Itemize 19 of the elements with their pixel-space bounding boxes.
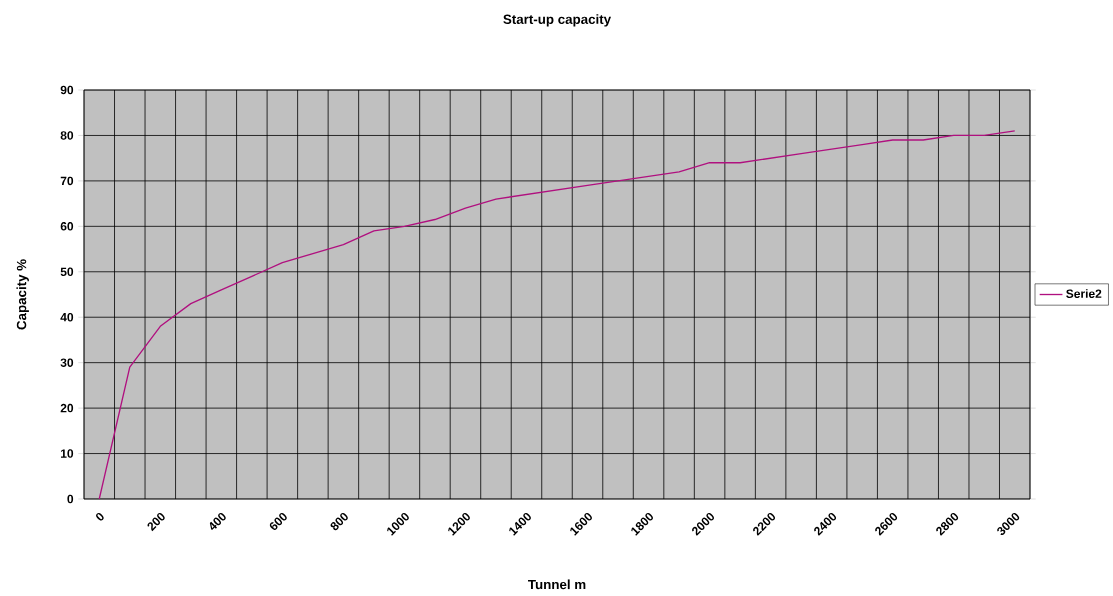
y-tick-label: 70 (60, 176, 74, 186)
x-axis-title: Tunnel m (528, 579, 586, 590)
y-tick-label: 20 (60, 403, 74, 413)
x-tick-label: 200 (147, 512, 165, 532)
y-tick-label: 50 (60, 267, 74, 277)
legend-label: Serie2 (1066, 289, 1102, 298)
y-axis-title: Capacity % (16, 259, 29, 330)
y-tick-label: 30 (60, 358, 74, 367)
y-tick-label: 90 (60, 85, 74, 95)
y-tick-label: 60 (60, 222, 74, 231)
y-tick-label: 80 (60, 131, 74, 140)
y-tick-label: 10 (61, 449, 74, 458)
y-tick-label: 0 (67, 494, 74, 504)
x-tick-label: 0 (96, 512, 104, 521)
y-tick-label: 40 (60, 312, 74, 322)
x-tick-label: 600 (269, 512, 287, 530)
x-tick-label: 400 (209, 512, 226, 531)
x-tick-label: 800 (330, 512, 348, 531)
chart-title: Start-up capacity (503, 14, 611, 27)
